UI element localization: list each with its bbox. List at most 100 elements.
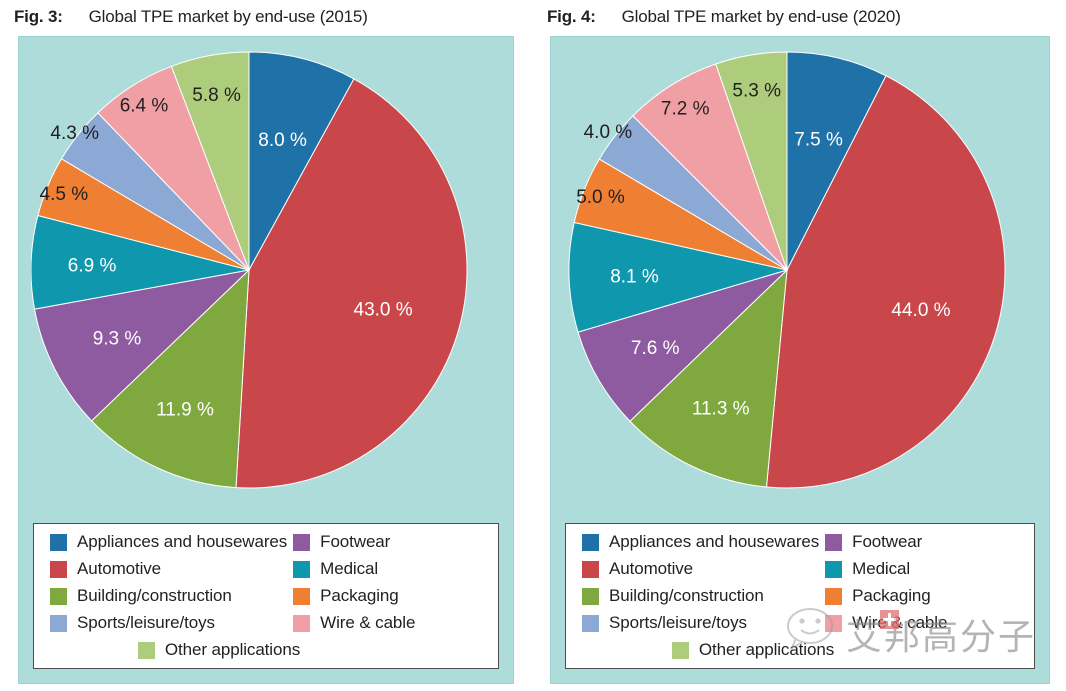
pie-slice-label: 44.0 % xyxy=(891,300,950,321)
figure-4-panel: 7.5 % 44.0 % 11.3 % 7.6 % 8.1 % 5.0 % 4.0 % 7.2… xyxy=(550,36,1050,684)
legend-label-sports: Sports/leisure/toys xyxy=(609,613,747,632)
pie-slice[interactable] xyxy=(786,51,887,271)
legend-swatch-packaging xyxy=(825,587,843,605)
legend-last-row: Other applications xyxy=(50,640,488,660)
legend-label-automotive: Automotive xyxy=(609,559,694,578)
legend-swatch-packaging xyxy=(293,587,311,605)
legend-item-appliances[interactable]: Appliances and housewares xyxy=(50,532,287,552)
legend-last-row: Other applications xyxy=(582,640,1024,660)
figure-4: Fig. 4: Global TPE market by end-use (20… xyxy=(533,0,1066,691)
legend-item-wire-cable[interactable]: Wire & cable xyxy=(825,613,1024,633)
legend-swatch-sports xyxy=(50,614,67,632)
legend-item-medical[interactable]: Medical xyxy=(825,559,1024,579)
legend-swatch-building xyxy=(582,587,599,605)
pie-slice[interactable] xyxy=(629,268,788,488)
legend-item-automotive[interactable]: Automotive xyxy=(50,559,287,579)
legend-label-building: Building/construction xyxy=(77,586,232,605)
pie-slice-label: 11.9 % xyxy=(156,400,214,421)
legend-grid: Appliances and housewares Footwear Autom… xyxy=(582,532,1024,633)
legend-label-other: Other applications xyxy=(164,640,301,659)
legend-swatch-footwear xyxy=(293,533,311,551)
legend-swatch-medical xyxy=(293,560,311,578)
legend-item-packaging[interactable]: Packaging xyxy=(825,586,1024,606)
legend-swatch-other xyxy=(671,641,689,659)
pie-slice-label: 4.3 % xyxy=(50,123,99,144)
pie-slice-label: 7.6 % xyxy=(631,338,680,359)
legend-swatch-other xyxy=(137,641,155,659)
figure-3-panel: 8.0 % 43.0 % 11.9 % 9.3 % 6.9 % 4.5 % 4.3 % 6.4… xyxy=(18,36,514,684)
legend-item-building[interactable]: Building/construction xyxy=(50,586,287,606)
legend-label-medical: Medical xyxy=(320,559,379,578)
legend-item-wire-cable[interactable]: Wire & cable xyxy=(293,613,488,633)
pie-slice-label: 43.0 % xyxy=(354,300,413,321)
legend-swatch-medical xyxy=(825,560,843,578)
figure-3-legend: Appliances and housewares Footwear Autom… xyxy=(33,523,499,669)
figure-3-caption: Global TPE market by end-use (2015) xyxy=(88,7,368,26)
legend-item-appliances[interactable]: Appliances and housewares xyxy=(582,532,819,552)
legend-item-footwear[interactable]: Footwear xyxy=(293,532,488,552)
pie-slice[interactable] xyxy=(765,75,1006,489)
legend-label-footwear: Footwear xyxy=(852,532,923,551)
legend-swatch-appliances xyxy=(582,533,599,551)
legend-label-packaging: Packaging xyxy=(852,586,931,605)
legend-label-appliances: Appliances and housewares xyxy=(609,532,820,551)
pie-slice-label: 6.4 % xyxy=(120,95,169,116)
legend-label-sports: Sports/leisure/toys xyxy=(77,613,215,632)
legend-grid: Appliances and housewares Footwear Autom… xyxy=(50,532,488,633)
figure-3-label: Fig. 3: xyxy=(14,7,63,26)
legend-swatch-sports xyxy=(582,614,599,632)
pie-slice-label: 6.9 % xyxy=(68,255,117,276)
pie-slice-label: 11.3 % xyxy=(692,399,750,420)
legend-item-sports[interactable]: Sports/leisure/toys xyxy=(50,613,287,633)
legend-label-medical: Medical xyxy=(852,559,911,578)
pie-slice[interactable] xyxy=(568,221,789,333)
legend-label-wire-cable: Wire & cable xyxy=(852,613,948,632)
legend-item-other[interactable]: Other applications xyxy=(137,640,301,660)
legend-item-packaging[interactable]: Packaging xyxy=(293,586,488,606)
legend-swatch-footwear xyxy=(825,533,843,551)
pie-slice[interactable] xyxy=(33,269,251,422)
pie-slice-label: 5.8 % xyxy=(192,85,241,106)
pie-slice-label: 5.0 % xyxy=(576,187,625,208)
legend-item-other[interactable]: Other applications xyxy=(671,640,835,660)
legend-swatch-appliances xyxy=(50,533,67,551)
legend-item-automotive[interactable]: Automotive xyxy=(582,559,819,579)
pie-chart-2015: 8.0 % 43.0 % 11.9 % 9.3 % 6.9 % 4.5 % 4.3 % 6.4… xyxy=(31,51,468,489)
legend-label-footwear: Footwear xyxy=(320,532,391,551)
legend-label-building: Building/construction xyxy=(609,586,764,605)
pie-slice-label: 4.0 % xyxy=(584,122,633,143)
legend-swatch-automotive xyxy=(50,560,67,578)
legend-item-building[interactable]: Building/construction xyxy=(582,586,819,606)
pie-slice[interactable] xyxy=(248,51,355,271)
figure-3-title: Fig. 3: Global TPE market by end-use (20… xyxy=(14,2,527,32)
pie-slice[interactable] xyxy=(170,51,250,271)
pie-slice[interactable] xyxy=(715,51,788,271)
legend-label-appliances: Appliances and housewares xyxy=(77,532,288,551)
legend-label-wire-cable: Wire & cable xyxy=(320,613,416,632)
pie-slice-label: 7.2 % xyxy=(661,98,710,119)
pie-slice-label: 8.0 % xyxy=(258,130,307,151)
figure-4-title: Fig. 4: Global TPE market by end-use (20… xyxy=(547,2,1060,32)
pie-slice[interactable] xyxy=(235,78,468,489)
pie-slice-label: 4.5 % xyxy=(40,184,89,205)
legend-swatch-automotive xyxy=(582,560,599,578)
figure-4-caption: Global TPE market by end-use (2020) xyxy=(621,7,901,26)
pie-slice[interactable] xyxy=(90,268,250,489)
legend-item-footwear[interactable]: Footwear xyxy=(825,532,1024,552)
pie-slice-label: 7.5 % xyxy=(794,130,843,151)
pie-slice[interactable] xyxy=(632,63,788,271)
legend-swatch-building xyxy=(50,587,67,605)
figure-3-chart-area: 8.0 % 43.0 % 11.9 % 9.3 % 6.9 % 4.5 % 4.3 % 6.4… xyxy=(19,37,513,507)
legend-label-other: Other applications xyxy=(698,640,835,659)
figure-3: Fig. 3: Global TPE market by end-use (20… xyxy=(14,2,527,684)
figure-4-label: Fig. 4: xyxy=(547,7,596,26)
pie-slice-label: 8.1 % xyxy=(610,266,659,287)
legend-item-sports[interactable]: Sports/leisure/toys xyxy=(582,613,819,633)
legend-label-packaging: Packaging xyxy=(320,586,399,605)
pie-slice-label: 5.3 % xyxy=(732,80,781,101)
legend-swatch-wire-cable xyxy=(825,614,843,632)
legend-item-medical[interactable]: Medical xyxy=(293,559,488,579)
pie-slice[interactable] xyxy=(577,269,788,422)
pie-slice-label: 9.3 % xyxy=(93,328,142,349)
